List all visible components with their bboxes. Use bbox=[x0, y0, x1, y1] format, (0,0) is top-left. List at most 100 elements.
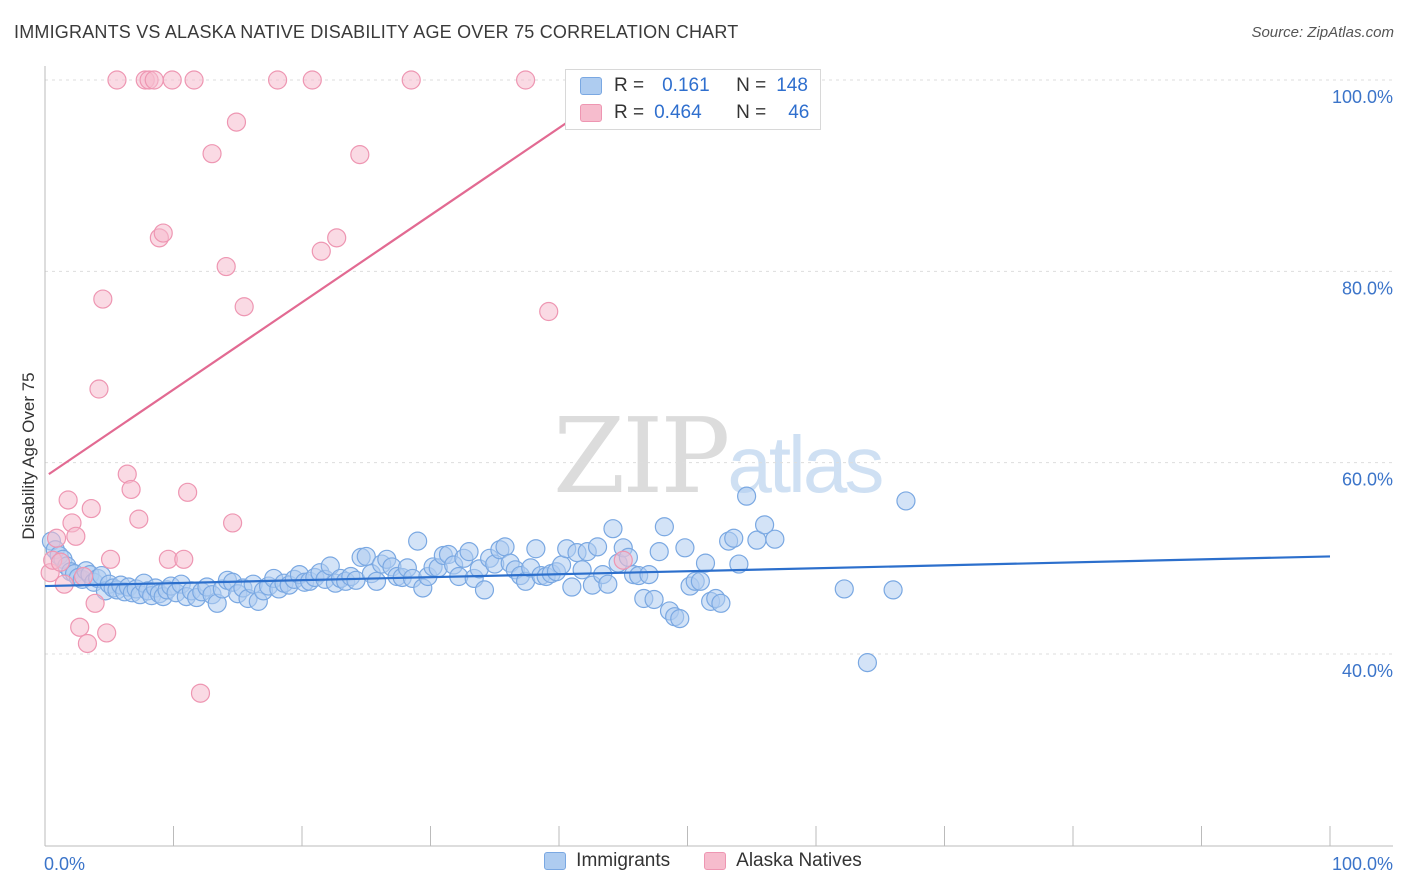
series-legend: Immigrants Alaska Natives bbox=[0, 850, 1406, 872]
immigrants-point bbox=[670, 609, 690, 629]
alaska-natives-point bbox=[302, 70, 322, 90]
alaska-natives-point bbox=[153, 223, 173, 243]
alaska-natives-point bbox=[184, 70, 204, 90]
immigrants-point bbox=[737, 486, 757, 506]
x-tick-label-min: 0.0% bbox=[44, 854, 85, 874]
axes bbox=[44, 66, 1393, 847]
legend-label: Immigrants bbox=[576, 850, 671, 871]
n-label: N = bbox=[736, 75, 767, 96]
alaska-natives-point bbox=[223, 513, 243, 533]
immigrants-point bbox=[695, 553, 716, 573]
immigrants-point bbox=[883, 580, 903, 600]
immigrants-swatch bbox=[580, 77, 602, 95]
alaska-natives-point bbox=[46, 528, 67, 548]
alaska-natives-point bbox=[613, 550, 633, 570]
immigrants-point bbox=[649, 542, 669, 562]
immigrants-point bbox=[857, 653, 878, 673]
alaska-natives-point bbox=[73, 566, 94, 587]
alaska-natives-point bbox=[129, 509, 149, 529]
alaska-natives-point bbox=[93, 289, 113, 309]
alaska-natives-point bbox=[226, 112, 247, 132]
legend-item-alaska-natives: Alaska Natives bbox=[704, 850, 862, 872]
n-value: 148 bbox=[776, 75, 808, 96]
alaska-natives-point bbox=[144, 70, 164, 90]
alaska-natives-point bbox=[89, 379, 109, 399]
alaska-natives-point bbox=[77, 633, 98, 654]
immigrants-point bbox=[644, 589, 664, 610]
immigrants-point bbox=[572, 560, 592, 580]
alaska-natives-points bbox=[40, 70, 633, 703]
r-value: 0.161 bbox=[662, 75, 710, 96]
immigrants-point bbox=[495, 537, 515, 557]
axis-labels: 40.0% 60.0% 80.0% 100.0% 0.0% 100.0% Disabilit… bbox=[19, 87, 1393, 874]
n-label: N = bbox=[736, 102, 767, 123]
r-label: R = bbox=[614, 75, 645, 96]
y-tick-label: 40.0% bbox=[1342, 661, 1393, 681]
legend-label: Alaska Natives bbox=[736, 850, 862, 871]
correlation-legend: R = 0.161 N = 148 R = 0.464 N = 46 bbox=[565, 69, 821, 130]
chart-title: IMMIGRANTS VS ALASKA NATIVE DISABILITY A… bbox=[14, 22, 739, 42]
immigrants-point bbox=[896, 491, 916, 511]
immigrants-point bbox=[765, 529, 785, 549]
immigrants-point bbox=[551, 555, 572, 575]
y-axis-label: Disability Age Over 75 bbox=[19, 372, 38, 539]
alaska-natives-point bbox=[190, 683, 211, 703]
immigrants-point bbox=[408, 531, 428, 551]
alaska-natives-point bbox=[70, 617, 90, 637]
alaska-natives-swatch bbox=[580, 104, 602, 122]
immigrants-point bbox=[603, 519, 623, 539]
immigrants-point bbox=[587, 537, 608, 557]
alaska-natives-point bbox=[327, 228, 347, 248]
alaska-natives-point bbox=[178, 482, 198, 502]
alaska-natives-point bbox=[401, 70, 421, 90]
alaska-natives-point bbox=[202, 144, 222, 164]
alaska-natives-point bbox=[54, 574, 74, 594]
legend-row-alaska-natives: R = 0.464 N = 46 bbox=[580, 101, 809, 125]
alaska-natives-trend-line bbox=[48, 79, 631, 476]
alaska-natives-point bbox=[311, 241, 331, 261]
immigrants-point bbox=[711, 593, 731, 613]
immigrants-point bbox=[654, 517, 674, 537]
legend-item-immigrants: Immigrants bbox=[544, 850, 670, 872]
alaska-natives-swatch bbox=[704, 852, 727, 870]
immigrants-point bbox=[526, 539, 546, 559]
alaska-natives-point bbox=[162, 70, 182, 90]
immigrants-point bbox=[459, 542, 479, 562]
n-value: 46 bbox=[788, 102, 810, 123]
alaska-natives-point bbox=[515, 70, 536, 90]
y-tick-label: 100.0% bbox=[1332, 87, 1393, 107]
alaska-natives-point bbox=[100, 549, 121, 569]
immigrants-point bbox=[724, 528, 744, 548]
source-label: Source: ZipAtlas.com bbox=[1251, 24, 1394, 41]
alaska-natives-point bbox=[350, 145, 370, 165]
alaska-natives-point bbox=[66, 526, 86, 546]
r-value: 0.464 bbox=[654, 102, 702, 123]
grid-lines bbox=[45, 79, 1393, 655]
immigrants-point bbox=[675, 538, 695, 558]
immigrants-point bbox=[639, 564, 659, 585]
x-tick-label-max: 100.0% bbox=[1332, 854, 1393, 874]
alaska-natives-point bbox=[81, 498, 101, 519]
immigrants-point bbox=[690, 571, 710, 591]
immigrants-point bbox=[320, 556, 340, 576]
alaska-natives-point bbox=[267, 70, 288, 90]
immigrants-point bbox=[754, 515, 775, 535]
alaska-natives-point bbox=[85, 593, 105, 613]
alaska-natives-point bbox=[539, 301, 559, 322]
immigrants-point bbox=[598, 574, 618, 594]
alaska-natives-point bbox=[216, 256, 236, 277]
immigrants-points bbox=[41, 486, 916, 673]
immigrants-point bbox=[729, 554, 749, 574]
alaska-natives-point bbox=[234, 297, 254, 317]
trend-lines bbox=[44, 79, 1331, 588]
alaska-natives-point bbox=[58, 490, 78, 510]
alaska-natives-point bbox=[107, 70, 127, 90]
immigrants-point bbox=[834, 579, 854, 599]
immigrants-point bbox=[356, 546, 376, 567]
r-label: R = bbox=[614, 102, 645, 123]
immigrants-swatch bbox=[544, 852, 567, 870]
immigrants-point bbox=[366, 571, 387, 591]
y-tick-label: 80.0% bbox=[1342, 278, 1393, 298]
immigrants-point bbox=[474, 580, 495, 600]
